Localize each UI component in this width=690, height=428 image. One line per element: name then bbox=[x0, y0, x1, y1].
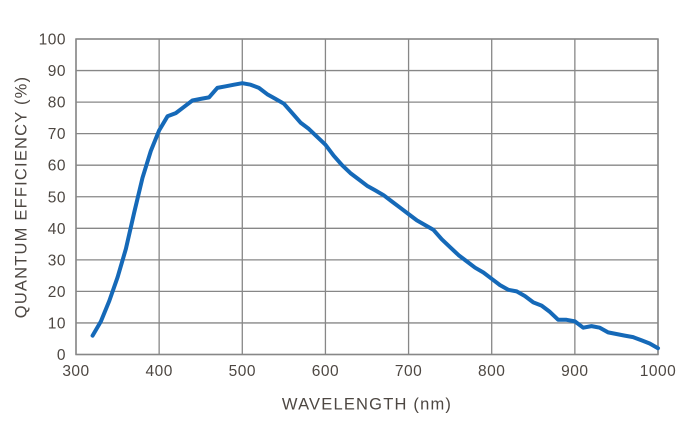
y-tick-label: 60 bbox=[48, 158, 66, 175]
y-tick-label: 90 bbox=[48, 63, 66, 80]
x-tick-label: 500 bbox=[229, 363, 256, 380]
y-tick-label: 30 bbox=[48, 252, 66, 269]
x-tick-label: 400 bbox=[145, 363, 172, 380]
x-tick-label: 600 bbox=[312, 363, 339, 380]
x-tick-label: 700 bbox=[395, 363, 422, 380]
y-tick-label: 70 bbox=[48, 126, 66, 143]
y-tick-label: 0 bbox=[57, 347, 66, 364]
y-tick-label: 80 bbox=[48, 95, 66, 112]
x-tick-label: 900 bbox=[561, 363, 588, 380]
y-tick-label: 50 bbox=[48, 189, 66, 206]
plot-border bbox=[75, 38, 659, 356]
x-tick-label: 800 bbox=[478, 363, 505, 380]
x-tick-label: 1000 bbox=[640, 363, 676, 380]
x-axis-title: WAVELENGTH (nm) bbox=[281, 395, 453, 414]
y-tick-label: 20 bbox=[48, 284, 66, 301]
y-tick-label: 10 bbox=[48, 315, 66, 332]
y-tick-label: 40 bbox=[48, 221, 66, 238]
x-tick-label: 300 bbox=[62, 363, 89, 380]
y-axis-title: QUANTUM EFFICIENCY (%) bbox=[12, 75, 31, 319]
quantum-efficiency-curve bbox=[90, 81, 660, 351]
y-tick-label: 100 bbox=[39, 32, 66, 49]
